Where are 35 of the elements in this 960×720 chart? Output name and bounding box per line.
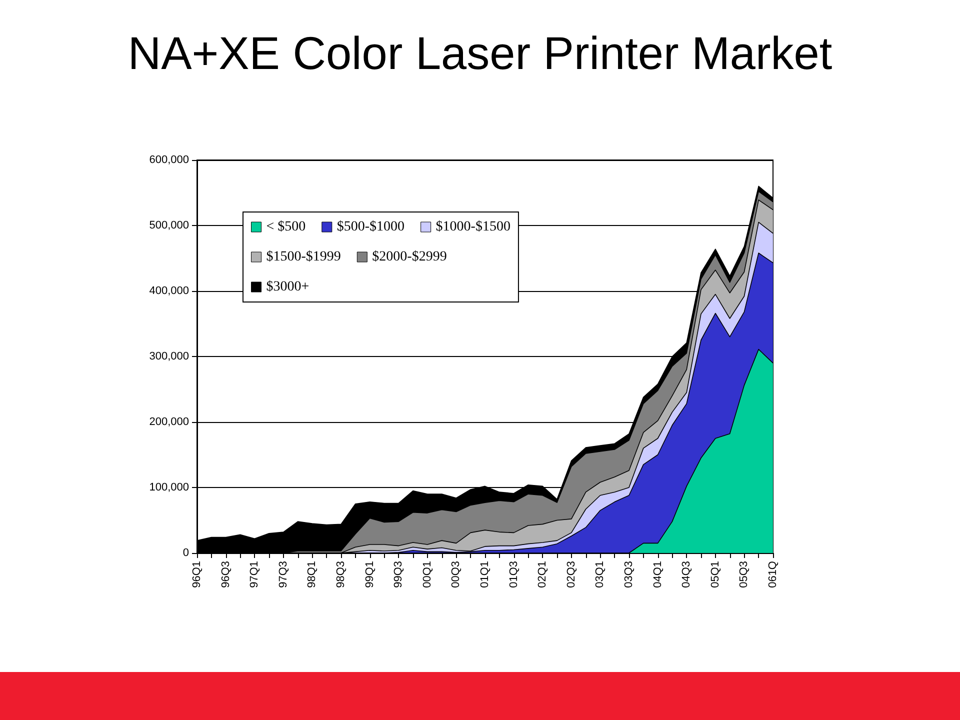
y-tick-label: 100,000 [149, 482, 189, 494]
y-tick-label: 600,000 [149, 154, 189, 166]
x-tick-label: 00Q1 [421, 561, 434, 588]
y-tick-label: 400,000 [149, 285, 189, 297]
x-tick-label: 05Q1 [709, 561, 722, 588]
x-tick-label: 04Q1 [652, 561, 664, 588]
x-tick-label: 03Q3 [623, 561, 635, 588]
y-tick-label: 500,000 [149, 220, 189, 232]
legend-label: $3000+ [266, 280, 310, 294]
x-tick-label: 02Q1 [536, 561, 549, 588]
x-tick-label: 97Q3 [277, 561, 290, 588]
y-tick-label: 300,000 [149, 350, 189, 362]
x-tick-label: 96Q3 [220, 561, 232, 588]
x-tick-label: 061Q [767, 560, 779, 588]
y-tick-label: 0 [182, 547, 189, 559]
y-tick-label: 200,000 [149, 416, 189, 428]
legend-label: $2000-$2999 [372, 250, 447, 264]
x-tick-label: 01Q3 [508, 561, 520, 588]
x-tick-label: 99Q3 [392, 561, 405, 588]
x-tick-label: 01Q1 [479, 561, 491, 588]
x-tick-label: 96Q1 [191, 561, 203, 588]
legend-label: $500-$1000 [336, 220, 405, 234]
x-tick-label: 04Q3 [680, 561, 693, 588]
x-tick-label: 98Q3 [335, 561, 347, 588]
legend-label: $1500-$1999 [266, 250, 341, 264]
x-tick-label: 03Q1 [594, 561, 606, 588]
x-tick-label: 00Q3 [450, 561, 462, 588]
x-tick-label: 98Q1 [306, 561, 318, 588]
legend-label: $1000-$1500 [436, 220, 510, 234]
x-tick-label: 97Q1 [248, 561, 261, 588]
x-tick-label: 02Q3 [565, 561, 578, 588]
legend-label: < $500 [266, 220, 306, 234]
x-tick-label: 99Q1 [364, 561, 376, 588]
chart-title: NA+XE Color Laser Printer Market [128, 27, 832, 79]
x-tick-label: 05Q3 [738, 561, 750, 588]
